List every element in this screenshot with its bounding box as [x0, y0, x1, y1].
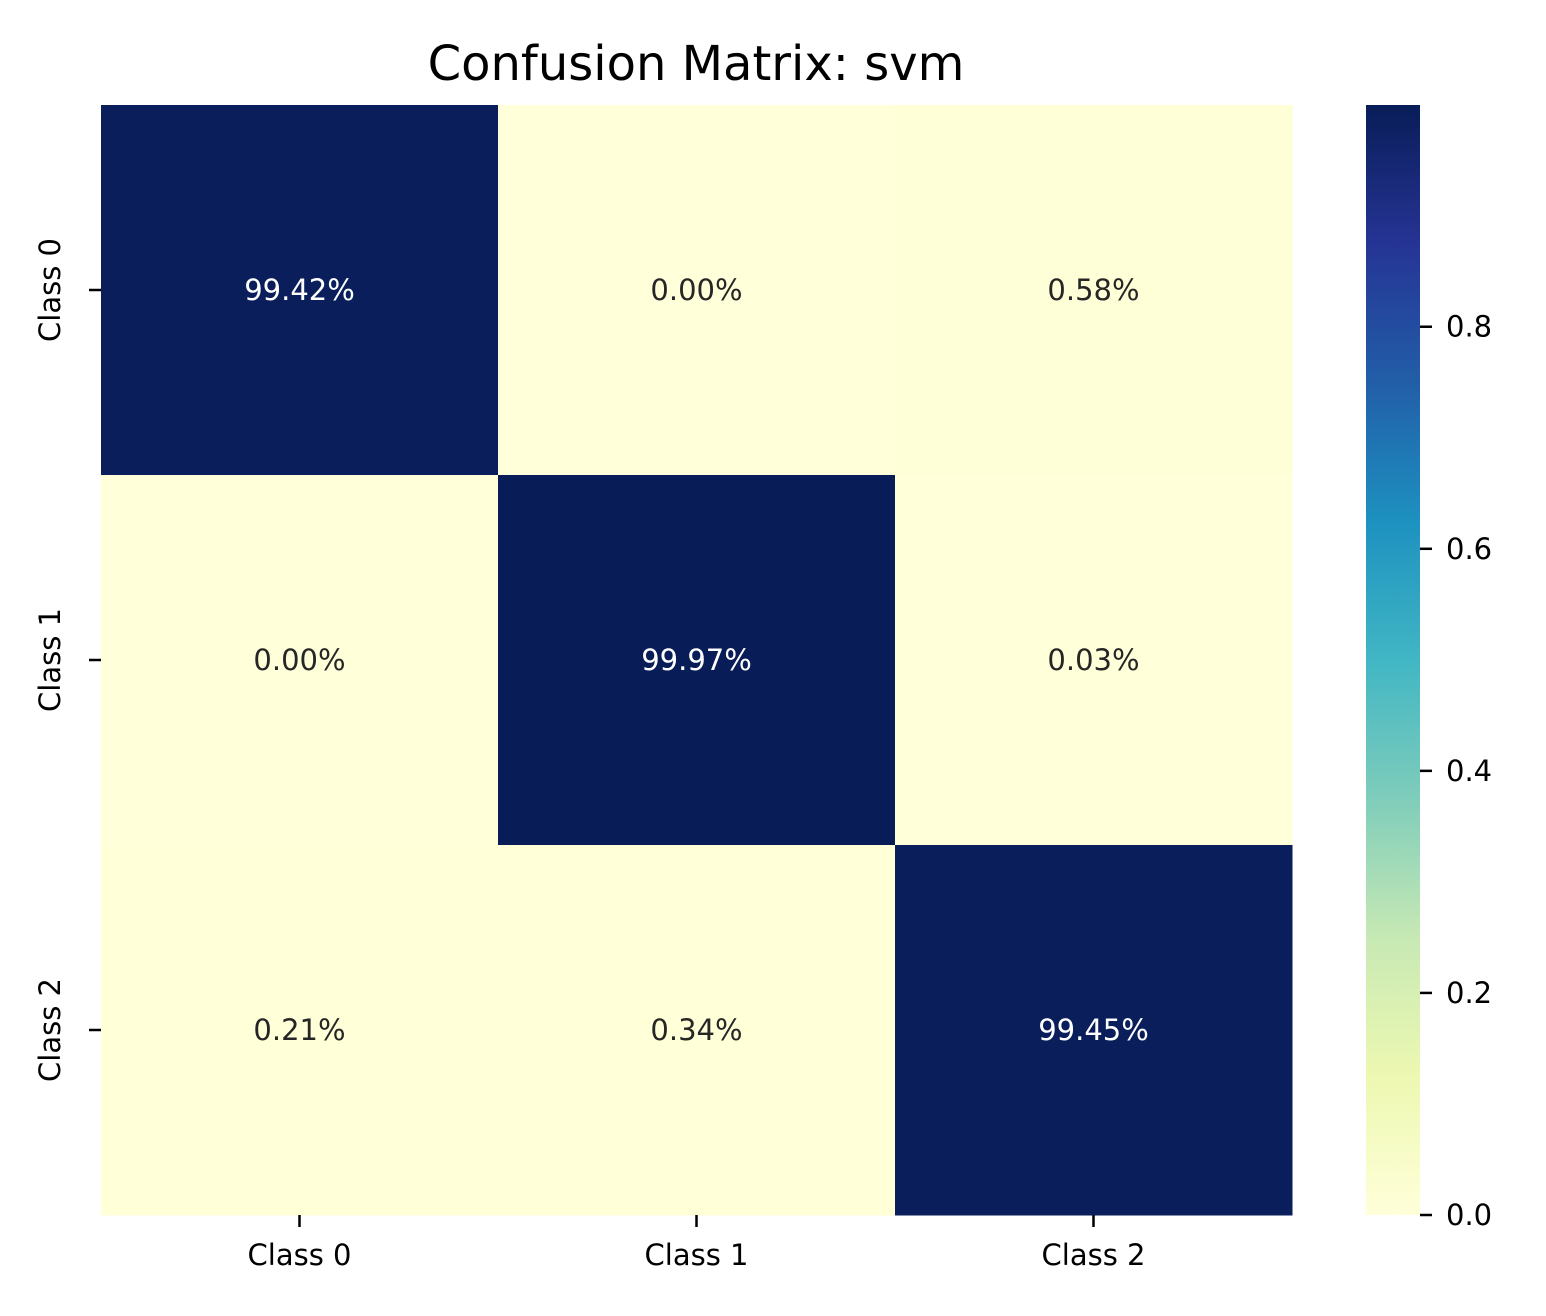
heatmap-cell-r1-c1: [498, 475, 896, 846]
heatmap-cell-r2-c0: [101, 845, 499, 1216]
cell-labels: 99.42% 0.00% 0.58% 0.00% 99.97% 0.03% 0.21% 0.3…: [244, 273, 1149, 1047]
cell-label-r1-c2: 0.03%: [1047, 643, 1139, 677]
colorbar-tick-label: 0.0: [1446, 1198, 1492, 1232]
y-tick-label: Class 0: [33, 238, 67, 342]
cell-label-r1-c1: 99.97%: [641, 643, 752, 677]
x-tick-label: Class 0: [248, 1238, 352, 1272]
x-tick-label: Class 2: [1042, 1238, 1146, 1272]
colorbar-tick-label: 0.8: [1446, 310, 1492, 344]
x-tick-label: Class 1: [645, 1238, 749, 1272]
heatmap-cell-r1-c2: [895, 475, 1293, 846]
cell-label-r0-c1: 0.00%: [650, 273, 742, 307]
heatmap-cells: [101, 105, 1293, 1216]
heatmap-cell-r2-c2: [895, 845, 1293, 1216]
colorbar-tick-label: 0.2: [1446, 976, 1492, 1010]
chart-title: Confusion Matrix: svm: [428, 36, 965, 92]
heatmap-cell-r0-c2: [895, 105, 1293, 476]
y-tick-label: Class 1: [33, 608, 67, 712]
colorbar: 0.0 0.2 0.4 0.6 0.8: [1366, 105, 1492, 1232]
cell-label-r2-c1: 0.34%: [650, 1013, 742, 1047]
cell-label-r0-c0: 99.42%: [244, 273, 355, 307]
cell-label-r2-c2: 99.45%: [1038, 1013, 1149, 1047]
heatmap-cell-r1-c0: [101, 475, 499, 846]
heatmap-cell-r2-c1: [498, 845, 896, 1216]
x-axis: Class 0 Class 1 Class 2: [248, 1215, 1146, 1272]
heatmap-cell-r0-c0: [101, 105, 499, 476]
heatmap-cell-r0-c1: [498, 105, 896, 476]
cell-label-r2-c0: 0.21%: [253, 1013, 345, 1047]
colorbar-tick-label: 0.4: [1446, 754, 1492, 788]
y-tick-label: Class 2: [33, 978, 67, 1082]
cell-label-r0-c2: 0.58%: [1047, 273, 1139, 307]
y-axis: Class 0 Class 1 Class 2: [33, 238, 101, 1082]
colorbar-gradient: [1366, 105, 1420, 1215]
colorbar-tick-label: 0.6: [1446, 532, 1492, 566]
cell-label-r1-c0: 0.00%: [253, 643, 345, 677]
